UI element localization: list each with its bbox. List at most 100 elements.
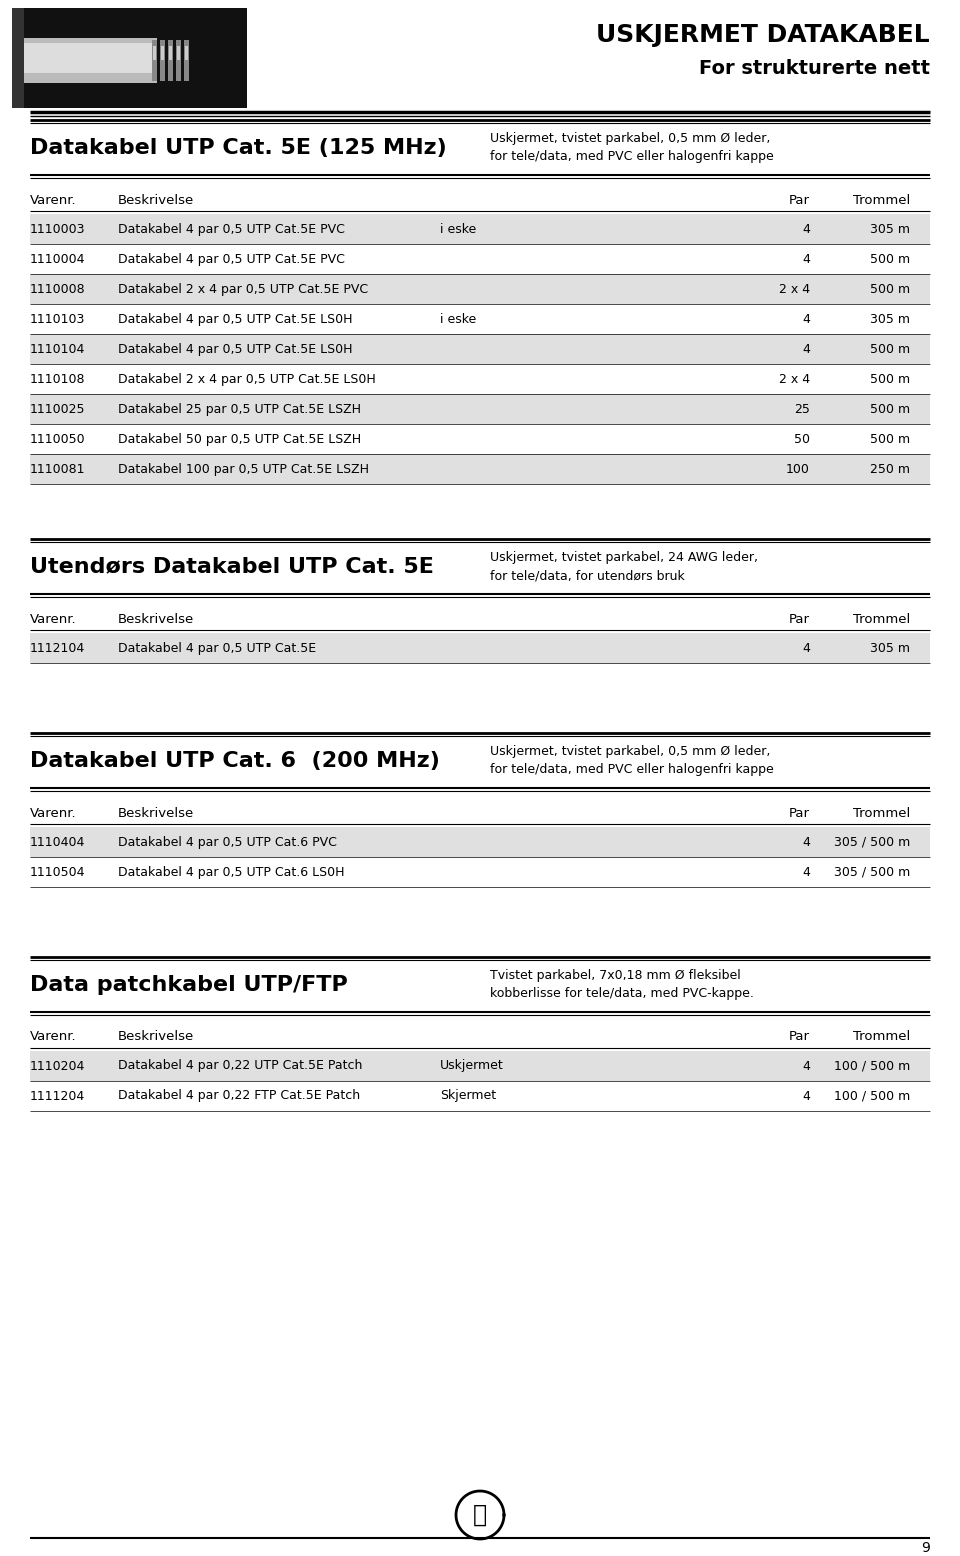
Text: 4: 4 [803, 1060, 810, 1072]
Bar [152, 40, 157, 81]
Bar [30, 394, 930, 423]
Text: 4: 4 [803, 836, 810, 848]
Bar [30, 215, 930, 244]
Text: 500 m: 500 m [870, 433, 910, 445]
Text: Par: Par [789, 806, 810, 820]
Text: Datakabel 4 par 0,5 UTP Cat.5E PVC: Datakabel 4 par 0,5 UTP Cat.5E PVC [118, 252, 345, 266]
Text: 1110050: 1110050 [30, 433, 85, 445]
Text: 1110504: 1110504 [30, 865, 85, 879]
Text: Trommel: Trommel [852, 613, 910, 626]
Text: 1110404: 1110404 [30, 836, 85, 848]
Text: 1112104: 1112104 [30, 641, 85, 655]
Text: Varenr.: Varenr. [30, 1030, 77, 1044]
Bar [30, 1050, 930, 1081]
Text: Datakabel 4 par 0,5 UTP Cat.6 LS0H: Datakabel 4 par 0,5 UTP Cat.6 LS0H [118, 865, 345, 879]
Text: 305 m: 305 m [870, 223, 910, 235]
Bar [14, 44, 155, 73]
Text: Par: Par [789, 613, 810, 626]
Text: Datakabel 4 par 0,5 UTP Cat.5E PVC: Datakabel 4 par 0,5 UTP Cat.5E PVC [118, 223, 345, 235]
Text: for tele/data, med PVC eller halogenfri kappe: for tele/data, med PVC eller halogenfri … [490, 149, 774, 163]
Text: Datakabel 4 par 0,22 FTP Cat.5E Patch: Datakabel 4 par 0,22 FTP Cat.5E Patch [118, 1089, 360, 1103]
Text: 500 m: 500 m [870, 342, 910, 355]
Bar [185, 47, 188, 61]
Text: 25: 25 [794, 403, 810, 415]
Text: i eske: i eske [440, 313, 476, 325]
Text: 4: 4 [803, 223, 810, 235]
Text: for tele/data, for utendørs bruk: for tele/data, for utendørs bruk [490, 569, 684, 582]
Text: 1110104: 1110104 [30, 342, 85, 355]
Text: 1110025: 1110025 [30, 403, 85, 415]
Text: Varenr.: Varenr. [30, 193, 77, 207]
Bar [169, 47, 172, 61]
Text: Ⓣ: Ⓣ [473, 1503, 487, 1526]
Text: 4: 4 [803, 641, 810, 655]
Bar [30, 335, 930, 364]
Text: 500 m: 500 m [870, 283, 910, 296]
Text: 500 m: 500 m [870, 403, 910, 415]
Text: Datakabel 4 par 0,5 UTP Cat.5E LS0H: Datakabel 4 par 0,5 UTP Cat.5E LS0H [118, 313, 352, 325]
Text: Trommel: Trommel [852, 1030, 910, 1044]
Bar [30, 274, 930, 303]
Text: 1111204: 1111204 [30, 1089, 85, 1103]
Text: Datakabel 4 par 0,22 UTP Cat.5E Patch: Datakabel 4 par 0,22 UTP Cat.5E Patch [118, 1060, 362, 1072]
Text: Uskjermet: Uskjermet [440, 1060, 504, 1072]
Text: Uskjermet, tvistet parkabel, 0,5 mm Ø leder,: Uskjermet, tvistet parkabel, 0,5 mm Ø le… [490, 745, 770, 758]
Text: Uskjermet, tvistet parkabel, 0,5 mm Ø leder,: Uskjermet, tvistet parkabel, 0,5 mm Ø le… [490, 132, 770, 145]
Text: Beskrivelse: Beskrivelse [118, 1030, 194, 1044]
Text: 4: 4 [803, 342, 810, 355]
Text: 1110108: 1110108 [30, 372, 85, 386]
Text: 500 m: 500 m [870, 252, 910, 266]
Text: 2 x 4: 2 x 4 [779, 372, 810, 386]
Bar [14, 37, 157, 82]
Text: 305 m: 305 m [870, 641, 910, 655]
Text: Utendørs Datakabel UTP Cat. 5E: Utendørs Datakabel UTP Cat. 5E [30, 557, 434, 577]
Text: Par: Par [789, 193, 810, 207]
Text: Skjermet: Skjermet [440, 1089, 496, 1103]
Text: Varenr.: Varenr. [30, 806, 77, 820]
Text: 250 m: 250 m [870, 462, 910, 476]
Bar [30, 244, 930, 274]
Text: Data patchkabel UTP/FTP: Data patchkabel UTP/FTP [30, 974, 348, 994]
Text: 100: 100 [786, 462, 810, 476]
Text: 305 / 500 m: 305 / 500 m [833, 865, 910, 879]
Bar [30, 423, 930, 454]
Text: Beskrivelse: Beskrivelse [118, 193, 194, 207]
Text: Datakabel 4 par 0,5 UTP Cat.5E: Datakabel 4 par 0,5 UTP Cat.5E [118, 641, 316, 655]
Text: For strukturerte nett: For strukturerte nett [699, 59, 930, 78]
Text: Datakabel 4 par 0,5 UTP Cat.6 PVC: Datakabel 4 par 0,5 UTP Cat.6 PVC [118, 836, 337, 848]
Text: 50: 50 [794, 433, 810, 445]
Text: 500 m: 500 m [870, 372, 910, 386]
Text: Datakabel UTP Cat. 6  (200 MHz): Datakabel UTP Cat. 6 (200 MHz) [30, 750, 440, 770]
Text: 4: 4 [803, 313, 810, 325]
Text: Datakabel 50 par 0,5 UTP Cat.5E LSZH: Datakabel 50 par 0,5 UTP Cat.5E LSZH [118, 433, 361, 445]
Text: 1110004: 1110004 [30, 252, 85, 266]
Bar [30, 857, 930, 887]
Bar [12, 8, 24, 107]
Text: 305 m: 305 m [870, 313, 910, 325]
Text: Datakabel 25 par 0,5 UTP Cat.5E LSZH: Datakabel 25 par 0,5 UTP Cat.5E LSZH [118, 403, 361, 415]
Text: 4: 4 [803, 252, 810, 266]
Bar [184, 40, 189, 81]
Text: i eske: i eske [440, 223, 476, 235]
Bar [12, 8, 247, 107]
Text: USKJERMET DATAKABEL: USKJERMET DATAKABEL [596, 23, 930, 47]
Text: 100 / 500 m: 100 / 500 m [833, 1060, 910, 1072]
Text: 4: 4 [803, 1089, 810, 1103]
Text: Datakabel 100 par 0,5 UTP Cat.5E LSZH: Datakabel 100 par 0,5 UTP Cat.5E LSZH [118, 462, 369, 476]
Bar [30, 1081, 930, 1111]
Bar [30, 633, 930, 663]
Text: 305 / 500 m: 305 / 500 m [833, 836, 910, 848]
Bar [30, 303, 930, 335]
Text: Beskrivelse: Beskrivelse [118, 613, 194, 626]
Text: for tele/data, med PVC eller halogenfri kappe: for tele/data, med PVC eller halogenfri … [490, 762, 774, 776]
Bar [160, 40, 165, 81]
Bar [30, 364, 930, 394]
Text: Trommel: Trommel [852, 193, 910, 207]
Text: 1110081: 1110081 [30, 462, 85, 476]
Text: Datakabel 2 x 4 par 0,5 UTP Cat.5E LS0H: Datakabel 2 x 4 par 0,5 UTP Cat.5E LS0H [118, 372, 375, 386]
Text: Varenr.: Varenr. [30, 613, 77, 626]
Text: 100 / 500 m: 100 / 500 m [833, 1089, 910, 1103]
Text: Datakabel 4 par 0,5 UTP Cat.5E LS0H: Datakabel 4 par 0,5 UTP Cat.5E LS0H [118, 342, 352, 355]
Bar [177, 47, 180, 61]
Bar [176, 40, 181, 81]
